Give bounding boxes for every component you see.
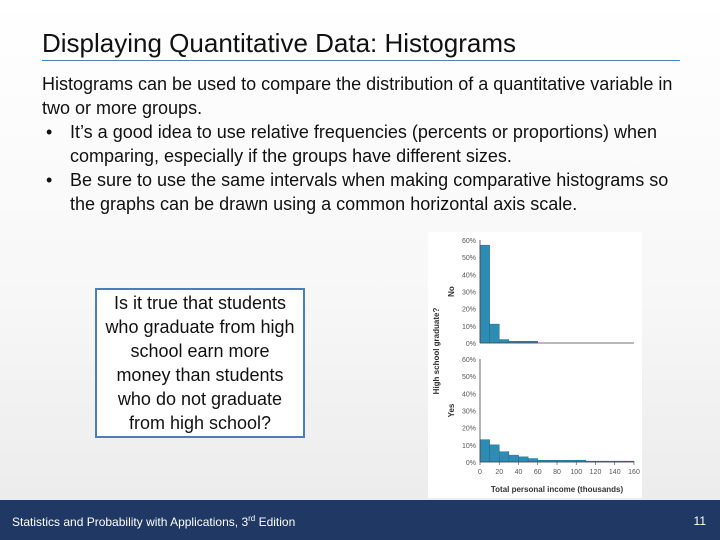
x-tick-label: 80 [553, 469, 561, 476]
footer-edition-sup: rd [248, 514, 256, 523]
y-tick-label: 30% [462, 290, 476, 297]
title-underline [42, 60, 680, 61]
y-tick-label: 40% [462, 391, 476, 398]
bullet-text: Be sure to use the same intervals when m… [70, 170, 669, 214]
histogram-bar [489, 323, 500, 344]
x-tick-label: 0 [478, 469, 482, 476]
y-tick-label: 30% [462, 409, 476, 416]
y-axis-title: High school graduate? [432, 308, 441, 395]
footer-citation: Statistics and Probability with Applicat… [12, 514, 295, 529]
histogram-chart: 0% 10% 20% 30% 40% 50% 60% No 0% 10% 20% 30% 40% 50% 6… [432, 238, 640, 494]
footer-edition-suffix: Edition [255, 515, 296, 529]
panel-label: Yes [447, 403, 456, 417]
y-tick-label: 60% [462, 238, 476, 245]
histogram-bar [479, 439, 490, 463]
bullet-marker: • [46, 122, 53, 142]
bullet-marker: • [46, 170, 53, 190]
y-tick-label: 0% [466, 460, 476, 467]
page-number: 11 [693, 514, 706, 528]
x-tick-label: 100 [570, 469, 582, 476]
y-tick-label: 50% [462, 255, 476, 262]
y-tick-label: 10% [462, 324, 476, 331]
x-tick-label: 160 [628, 469, 640, 476]
histogram-bar [489, 444, 500, 463]
y-tick-label: 20% [462, 307, 476, 314]
x-tick-label: 140 [609, 469, 621, 476]
y-tick-label: 20% [462, 426, 476, 433]
footer-bar: Statistics and Probability with Applicat… [0, 500, 720, 540]
footer-book: Statistics and Probability with Applicat… [12, 515, 249, 529]
slide-title: Displaying Quantitative Data: Histograms [42, 28, 516, 58]
x-tick-label: 20 [495, 469, 503, 476]
panel-label: No [447, 286, 456, 297]
histogram-bar [508, 454, 519, 463]
bullet-text: It’s a good idea to use relative frequen… [70, 122, 658, 166]
bullet-item: • Be sure to use the same intervals when… [42, 168, 682, 216]
bullet-item: • It’s a good idea to use relative frequ… [42, 120, 682, 168]
y-tick-label: 0% [466, 341, 476, 348]
histogram-figure: 0% 10% 20% 30% 40% 50% 60% No 0% 10% 20% 30% 40% 50% 6… [428, 232, 642, 498]
y-tick-label: 60% [462, 357, 476, 364]
y-tick-label: 50% [462, 374, 476, 381]
histogram-bar [479, 244, 490, 344]
x-tick-label: 40 [515, 469, 523, 476]
callout-text: Is it true that students who graduate fr… [105, 293, 295, 433]
x-axis-title: Total personal income (thousands) [491, 485, 624, 494]
histogram-bar [518, 456, 529, 463]
y-tick-label: 10% [462, 443, 476, 450]
y-tick-label: 40% [462, 272, 476, 279]
histogram-bar [499, 339, 510, 344]
histogram-bar [527, 458, 538, 463]
x-tick-label: 60 [534, 469, 542, 476]
question-callout: Is it true that students who graduate fr… [95, 288, 305, 438]
body-text: Histograms can be used to compare the di… [42, 72, 682, 216]
intro-text: Histograms can be used to compare the di… [42, 74, 673, 118]
x-tick-label: 120 [590, 469, 602, 476]
histogram-bar [499, 451, 510, 463]
